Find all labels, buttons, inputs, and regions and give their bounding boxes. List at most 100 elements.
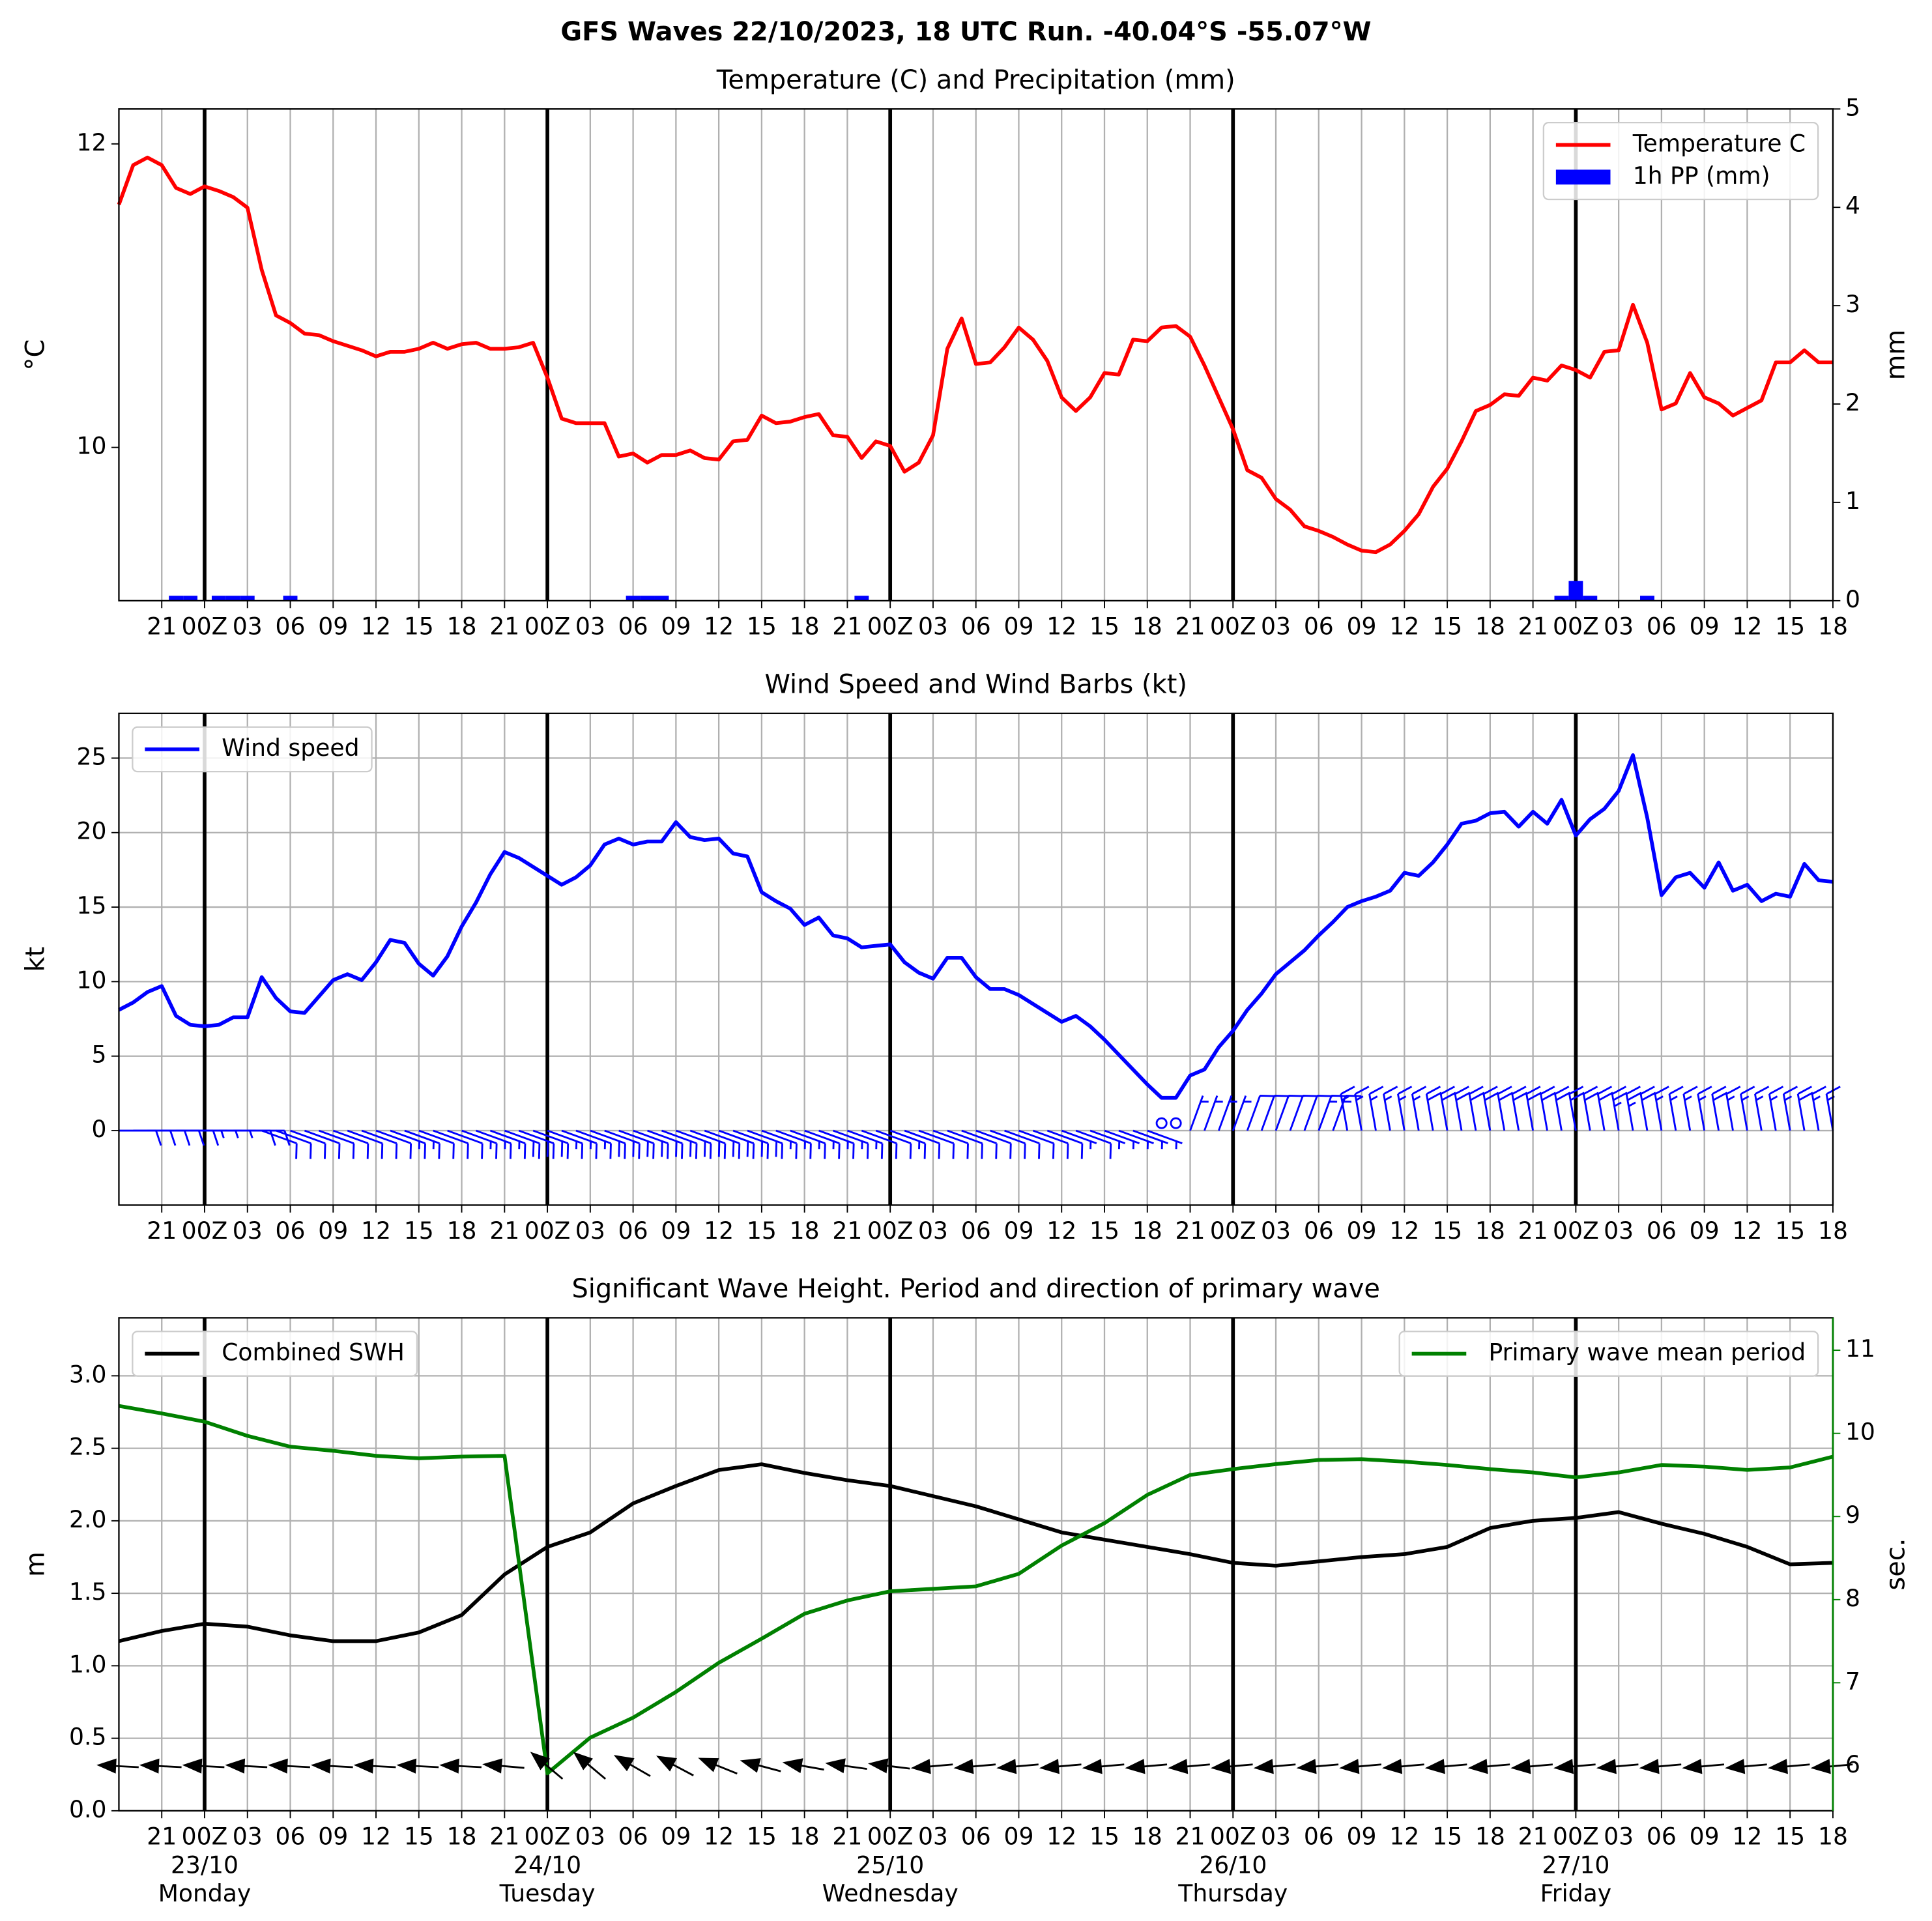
x-tick-label: 03 xyxy=(575,613,605,641)
x-tick-label: 21 xyxy=(1175,613,1205,641)
x-tick-label: 15 xyxy=(1089,1217,1119,1245)
x-tick-label: 09 xyxy=(1003,613,1033,641)
wind-barb xyxy=(304,1129,341,1159)
wind-barb xyxy=(1354,1086,1370,1131)
wind-barb xyxy=(532,1129,570,1159)
wind-barb xyxy=(1411,1086,1427,1131)
wind-barb xyxy=(1611,1086,1628,1131)
bar xyxy=(283,596,298,601)
wind-barb xyxy=(1318,1095,1348,1131)
wind-barb xyxy=(718,1129,755,1159)
legend-label: 1h PP (mm) xyxy=(1633,162,1770,190)
wave-arrow xyxy=(1767,1759,1810,1774)
wind-barb xyxy=(1554,1086,1571,1131)
wind-barb xyxy=(1525,1086,1542,1131)
wind-barb xyxy=(1075,1129,1112,1159)
x-tick-label: 15 xyxy=(1089,613,1119,641)
wave-arrow xyxy=(656,1755,694,1776)
x-tick-label: 09 xyxy=(661,1217,691,1245)
x-tick-label: 12 xyxy=(1046,613,1076,641)
y2-axis-label: sec. xyxy=(1881,1538,1910,1591)
wind-barb xyxy=(404,1129,440,1159)
y-tick-label: 0 xyxy=(91,1115,106,1143)
x-tick-label: 18 xyxy=(1818,613,1848,641)
wind-barb xyxy=(889,1129,927,1159)
x-tick-label: 06 xyxy=(961,1217,991,1245)
wind-barb xyxy=(1303,1095,1333,1131)
x-tick-label: 21 xyxy=(1175,1823,1205,1851)
wind-barb xyxy=(918,1129,955,1159)
wind-barb xyxy=(1782,1086,1798,1131)
wind-barb xyxy=(1289,1095,1319,1131)
y-tick-label: 5 xyxy=(91,1041,106,1069)
x-tick-label: 00Z xyxy=(867,1217,914,1245)
wave-arrow xyxy=(353,1758,396,1774)
plot-frame xyxy=(118,712,1834,1206)
x-tick-label: 18 xyxy=(1132,1823,1162,1851)
wind-barb xyxy=(990,1129,1026,1159)
x-tick-label: 03 xyxy=(233,1217,263,1245)
x-tick-label: 15 xyxy=(747,1217,777,1245)
x-tick-label: 06 xyxy=(276,613,306,641)
wind-barb xyxy=(1811,1086,1826,1131)
wind-barb xyxy=(1540,1086,1557,1131)
x-tick-label: 09 xyxy=(1003,1823,1033,1851)
y-tick-label: 12 xyxy=(77,128,107,156)
bar xyxy=(225,596,240,601)
wave-arrow xyxy=(439,1758,482,1774)
x-tick-label: 09 xyxy=(1003,1217,1033,1245)
x-tick-label: 21 xyxy=(489,613,519,641)
y2-tick-label: 5 xyxy=(1845,93,1860,121)
wave-arrow xyxy=(996,1759,1039,1774)
y-tick-label: 10 xyxy=(77,966,107,994)
x-tick-label: 03 xyxy=(918,613,948,641)
wind-barb xyxy=(689,1129,727,1159)
wind-barb xyxy=(1089,1129,1126,1149)
wave-arrow xyxy=(1725,1759,1767,1774)
y-tick-label: 20 xyxy=(77,817,107,845)
wave-arrow xyxy=(1339,1759,1381,1774)
wave-arrow xyxy=(1125,1759,1168,1774)
legend-box xyxy=(132,1331,418,1377)
y2-tick-label: 1 xyxy=(1845,487,1860,515)
wind-barb xyxy=(1482,1086,1499,1131)
x-tick-label: 00Z xyxy=(1210,613,1256,641)
bar xyxy=(211,596,226,601)
wind-barb xyxy=(704,1129,741,1159)
x-tick-label: 18 xyxy=(790,1217,820,1245)
x-tick-label: 18 xyxy=(790,1823,820,1851)
wind-barb xyxy=(975,1129,1012,1159)
legend-label: Combined SWH xyxy=(222,1338,405,1366)
bar xyxy=(240,596,255,601)
x-tick-label: 00Z xyxy=(182,1217,228,1245)
x-tick-label: 15 xyxy=(1432,1823,1462,1851)
wind-barb xyxy=(875,1129,912,1159)
wind-barb xyxy=(1246,1095,1276,1131)
bar xyxy=(1640,596,1654,601)
x-tick-label: 00Z xyxy=(867,613,914,641)
wind-barb xyxy=(1118,1129,1154,1149)
x-tick-label: 12 xyxy=(1389,1823,1419,1851)
x-tick-label: 00Z 25/10 Wednesday xyxy=(822,1823,959,1907)
x-tick-label: 06 xyxy=(1647,613,1677,641)
wind-barb xyxy=(804,1129,841,1159)
wind-barb xyxy=(775,1129,812,1159)
wind-barb xyxy=(1682,1086,1698,1131)
x-tick-label: 06 xyxy=(961,613,991,641)
x-tick-label: 06 xyxy=(618,1217,648,1245)
wind-barb xyxy=(1654,1086,1669,1131)
wind-barb xyxy=(290,1129,326,1159)
x-tick-label: 21 xyxy=(832,1823,862,1851)
x-tick-label: 18 xyxy=(1818,1823,1848,1851)
bar xyxy=(183,596,198,601)
x-tick-label: 00Z xyxy=(1553,1217,1599,1245)
x-tick-label: 00Z xyxy=(525,1217,571,1245)
wind-barb xyxy=(1032,1129,1069,1159)
x-tick-label: 12 xyxy=(1389,613,1419,641)
y2-tick-label: 2 xyxy=(1845,388,1860,416)
x-tick-label: 09 xyxy=(318,1823,348,1851)
wind-barb xyxy=(1368,1086,1384,1131)
x-tick-label: 06 xyxy=(1304,1823,1334,1851)
